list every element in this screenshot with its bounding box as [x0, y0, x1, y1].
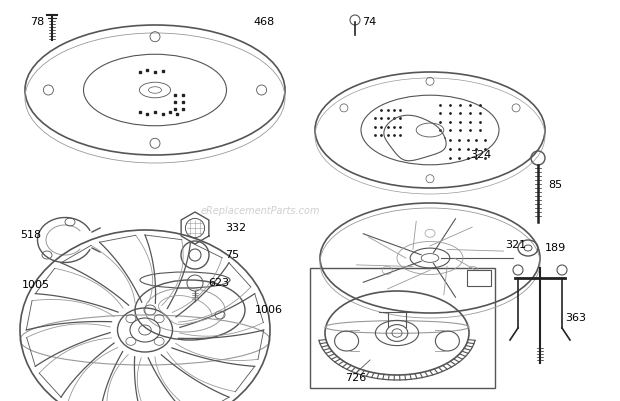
Text: 518: 518 [20, 230, 41, 240]
Text: 78: 78 [30, 17, 44, 27]
Text: 75: 75 [225, 250, 239, 260]
Text: 363: 363 [565, 313, 586, 323]
Text: 726: 726 [345, 373, 366, 383]
Text: 1006: 1006 [255, 305, 283, 315]
Text: 1005: 1005 [22, 280, 50, 290]
Text: 74: 74 [362, 17, 376, 27]
Text: 189: 189 [545, 243, 566, 253]
Text: 623: 623 [208, 278, 229, 288]
FancyBboxPatch shape [310, 268, 495, 388]
Text: 321: 321 [505, 240, 526, 250]
Text: eReplacementParts.com: eReplacementParts.com [201, 206, 320, 215]
Text: 23: 23 [469, 273, 481, 283]
Text: 468: 468 [253, 17, 274, 27]
Text: 85: 85 [548, 180, 562, 190]
FancyBboxPatch shape [467, 270, 491, 286]
Text: 332: 332 [225, 223, 246, 233]
Text: 324: 324 [470, 150, 491, 160]
